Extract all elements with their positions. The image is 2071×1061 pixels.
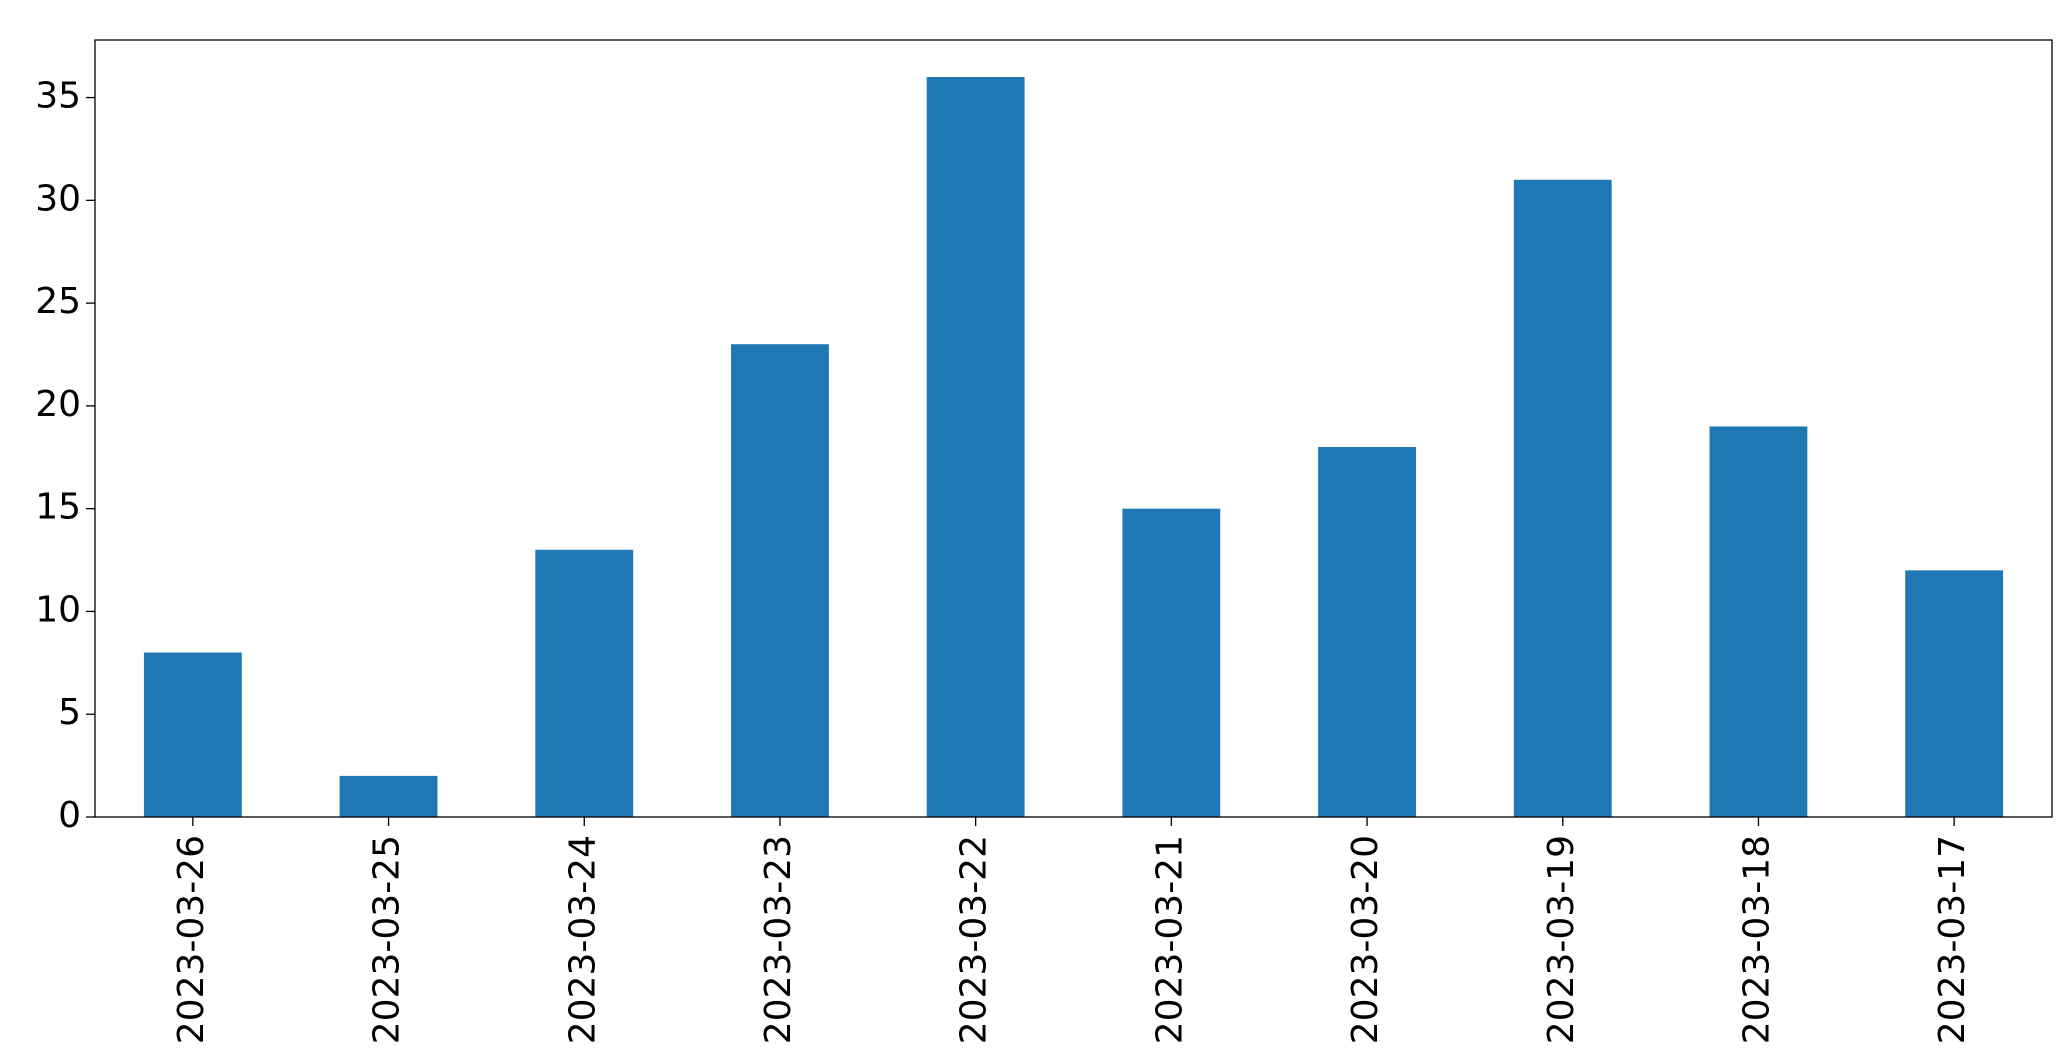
bar — [1122, 508, 1221, 817]
x-tick-label: 2023-03-23 — [758, 835, 799, 1044]
x-tick-label: 2023-03-21 — [1149, 835, 1190, 1044]
bar — [339, 775, 438, 817]
bar — [1318, 447, 1416, 817]
x-tick-label: 2023-03-25 — [367, 835, 408, 1044]
bar — [731, 344, 829, 817]
bar — [926, 77, 1025, 817]
bar — [143, 652, 242, 817]
x-tick-label: 2023-03-20 — [1345, 835, 1386, 1044]
y-tick-label: 20 — [35, 384, 81, 425]
bar — [1709, 426, 1808, 817]
plot-frame — [94, 39, 2053, 818]
y-tick-label: 25 — [35, 281, 81, 322]
y-tick-label: 10 — [35, 589, 81, 630]
bar — [535, 549, 634, 817]
x-tick-label: 2023-03-18 — [1736, 835, 1777, 1044]
y-tick-label: 15 — [35, 487, 81, 528]
y-tick-label: 0 — [58, 795, 81, 836]
y-tick-label: 5 — [58, 692, 81, 733]
x-tick-label: 2023-03-17 — [1932, 835, 1973, 1044]
y-tick-label: 30 — [35, 178, 81, 219]
bar — [1905, 570, 2004, 817]
y-tick-label: 35 — [35, 76, 81, 117]
x-tick-label: 2023-03-26 — [171, 835, 212, 1044]
x-tick-label: 2023-03-19 — [1541, 835, 1582, 1044]
bar — [1513, 179, 1612, 817]
x-tick-label: 2023-03-24 — [562, 835, 603, 1044]
x-tick-label: 2023-03-22 — [954, 835, 995, 1044]
